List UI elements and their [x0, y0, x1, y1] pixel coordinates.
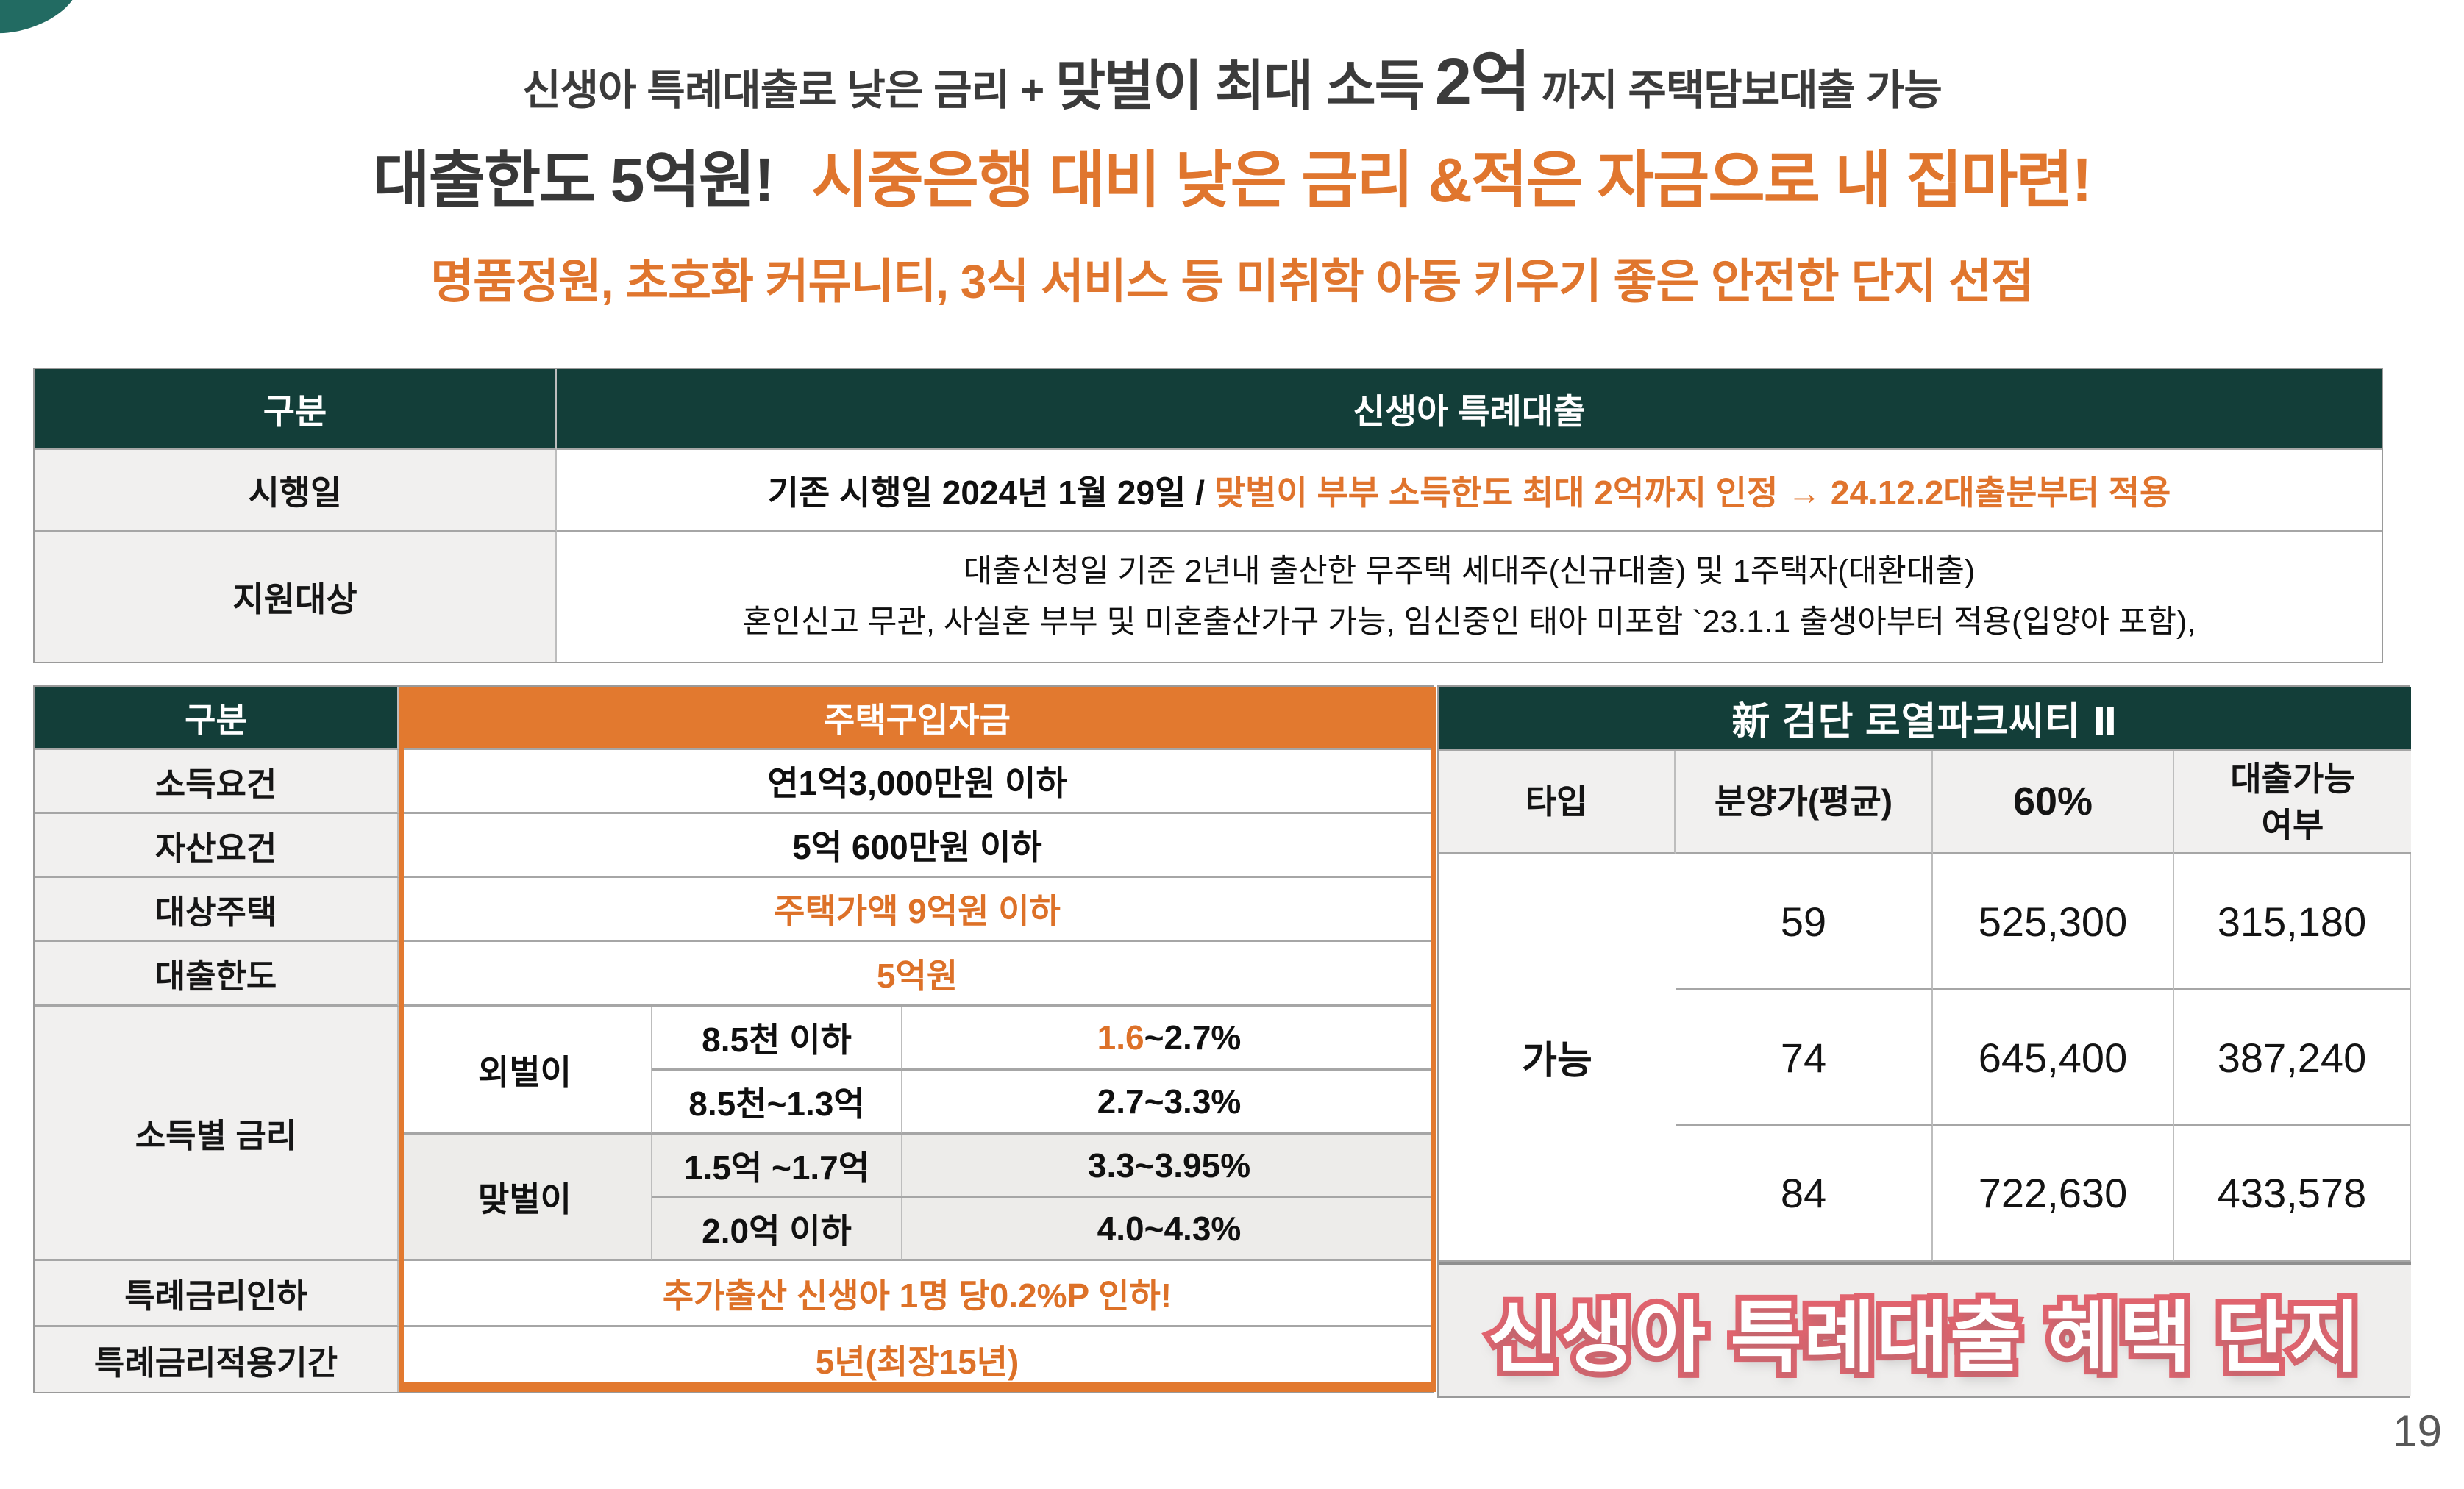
loan-limit-value: 5억원 — [399, 942, 1436, 1007]
row1-sixty: 315,180 — [2174, 854, 2411, 990]
start-date-update: 맞벌이 부부 소득한도 최대 2억까지 인정 → 24.12.2대출분부터 적용 — [1214, 473, 2171, 512]
target-house-value: 주택가액 9억원 이하 — [399, 878, 1436, 942]
col-header-type: 타입 — [1439, 751, 1676, 854]
rate-cut-label: 특례금리인하 — [35, 1261, 399, 1327]
rate-row2-income: 8.5천~1.3억 — [652, 1071, 902, 1135]
asset-req-value: 5억 600만원 이하 — [399, 814, 1436, 878]
rate-row4-income: 2.0억 이하 — [652, 1198, 902, 1261]
row1-type: 59 — [1676, 854, 1933, 990]
col-header-price: 분양가(평균) — [1676, 751, 1933, 854]
col-header-eligibility: 대출가능 여부 — [2174, 751, 2411, 854]
row1-price: 525,300 — [1933, 854, 2174, 990]
rate-row4-rate: 4.0~4.3% — [902, 1198, 1436, 1261]
row3-type: 84 — [1676, 1126, 1933, 1262]
target-line1: 대출신청일 기준 2년내 출산한 무주택 세대주(신규대출) 및 1주택자(대환… — [963, 554, 1976, 590]
eligibility-cell: 가능 — [1439, 854, 1676, 1262]
headline1-tail: 까지 주택담보대출 가능 — [1541, 67, 1943, 114]
benefit-banner-text: 신생아 특례대출 혜택 단지 — [1481, 1289, 2366, 1388]
headline-line1: 신생아 특례대출로 낮은 금리 + 맞벌이 최대 소득 2억 까지 주택담보대출… — [0, 28, 2464, 124]
dual-income-group-label: 맞벌이 — [399, 1135, 652, 1261]
row2-type: 74 — [1676, 990, 1933, 1126]
loan-table-target-value: 대출신청일 기준 2년내 출산한 무주택 세대주(신규대출) 및 1주택자(대환… — [557, 532, 2382, 662]
income-req-label: 소득요건 — [35, 750, 399, 814]
loan-info-table: 구분 신생아 특례대출 시행일 기존 시행일 2024년 1월 29일 / 맞벌… — [33, 368, 2383, 663]
rate-by-income-label: 소득별 금리 — [35, 1007, 399, 1261]
benefit-banner: 신생아 특례대출 혜택 단지 — [1439, 1262, 2411, 1396]
rate-row1-rate: 1.6~2.7% — [902, 1007, 1436, 1071]
loan-table-row-label-target: 지원대상 — [35, 532, 557, 662]
purchase-header-category: 구분 — [35, 687, 399, 750]
row3-price: 722,630 — [1933, 1126, 2174, 1262]
rate-row3-income: 1.5억 ~1.7억 — [652, 1135, 902, 1198]
rate-period-value: 5년(최장15년) — [399, 1327, 1436, 1392]
loan-table-row-label-start-date: 시행일 — [35, 450, 557, 532]
loan-limit-label: 대출한도 — [35, 942, 399, 1007]
col-header-sixty: 60% — [1933, 751, 2174, 854]
headline1-amount: 2억 — [1434, 46, 1531, 119]
headline1-emph: 맞벌이 최대 소득 — [1055, 55, 1425, 116]
rate-row2-rate: 2.7~3.3% — [902, 1071, 1436, 1135]
loan-table-start-date-value: 기존 시행일 2024년 1월 29일 / 맞벌이 부부 소득한도 최대 2억까… — [557, 450, 2382, 532]
purchase-header-title: 주택구입자금 — [399, 687, 1436, 750]
page-number: 19 — [2393, 1407, 2442, 1456]
income-req-value: 연1억3,000만원 이하 — [399, 750, 1436, 814]
rate-row1-income: 8.5천 이하 — [652, 1007, 902, 1071]
rate-period-label: 특례금리적용기간 — [35, 1327, 399, 1392]
rate-row1-rate-rest: ~2.7% — [1144, 1018, 1242, 1057]
rate-row1-rate-highlight: 1.6 — [1097, 1018, 1144, 1057]
loan-table-header-category: 구분 — [35, 369, 557, 450]
headline-line3: 명품정원, 초호화 커뮤니티, 3식 서비스 등 미취학 아동 키우기 좋은 안… — [430, 255, 2034, 308]
rate-cut-value: 추가출산 신생아 1명 당0.2%P 인하! — [399, 1261, 1436, 1327]
headline2-dark: 대출한도 5억원! — [373, 146, 775, 215]
headline2-orange: 시중은행 대비 낮은 금리 &적은 자금으로 내 집마련! — [811, 146, 2093, 215]
asset-req-label: 자산요건 — [35, 814, 399, 878]
target-house-label: 대상주택 — [35, 878, 399, 942]
rate-row3-rate: 3.3~3.95% — [902, 1135, 1436, 1198]
purchase-conditions-table: 구분 주택구입자금 소득요건 연1억3,000만원 이하 자산요건 5억 600… — [33, 685, 1436, 1393]
loan-table-header-title: 신생아 특례대출 — [557, 369, 2382, 450]
single-income-group-label: 외벌이 — [399, 1007, 652, 1135]
row2-price: 645,400 — [1933, 990, 2174, 1126]
row3-sixty: 433,578 — [2174, 1126, 2411, 1262]
row2-sixty: 387,240 — [2174, 990, 2411, 1126]
complex-price-table: 新 검단 로열파크씨티 Ⅱ 타입 분양가(평균) 60% 대출가능 여부 59 … — [1437, 685, 2411, 1398]
complex-title: 新 검단 로열파크씨티 Ⅱ — [1439, 687, 2411, 751]
headline1-lead: 신생아 특례대출로 낮은 금리 + — [522, 67, 1044, 114]
target-line2: 혼인신고 무관, 사실혼 부부 및 미혼출산가구 가능, 임신중인 태아 미포함… — [742, 604, 2196, 640]
start-date-existing: 기존 시행일 2024년 1월 29일 / — [767, 473, 1214, 512]
headline-line2: 대출한도 5억원! 시중은행 대비 낮은 금리 &적은 자금으로 내 집마련! — [0, 131, 2464, 220]
